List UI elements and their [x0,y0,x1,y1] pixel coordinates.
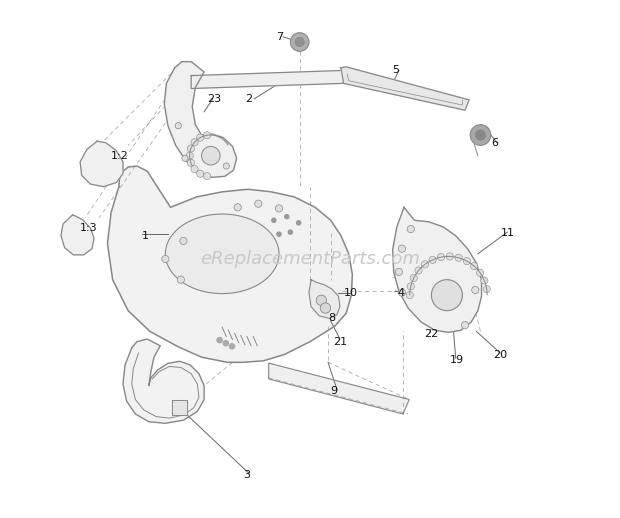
Text: eReplacementParts.com: eReplacementParts.com [200,250,420,268]
Circle shape [463,257,471,265]
Circle shape [162,255,169,263]
Circle shape [476,269,484,277]
Circle shape [407,225,414,233]
Circle shape [223,341,228,346]
Circle shape [197,170,204,177]
Circle shape [483,285,490,293]
Circle shape [255,200,262,207]
Ellipse shape [166,214,279,294]
Circle shape [470,125,491,146]
Circle shape [203,172,211,180]
Text: 9: 9 [330,386,338,396]
Circle shape [471,263,478,270]
Circle shape [177,276,185,283]
Text: 8: 8 [328,313,335,323]
Text: 20: 20 [494,350,508,359]
Circle shape [429,256,436,264]
Circle shape [437,253,445,261]
Polygon shape [164,62,237,177]
Circle shape [321,303,330,313]
Polygon shape [61,215,94,255]
Circle shape [197,134,204,141]
Circle shape [203,132,211,139]
Circle shape [285,214,289,219]
Text: 5: 5 [392,65,400,76]
Circle shape [406,292,414,299]
Circle shape [182,155,188,162]
Circle shape [398,289,405,296]
Text: 6: 6 [491,138,498,148]
Circle shape [202,147,220,165]
Circle shape [296,221,301,225]
Circle shape [446,253,453,260]
Circle shape [455,254,463,262]
Polygon shape [392,207,482,333]
Circle shape [398,245,405,252]
Text: 21: 21 [333,337,347,347]
Circle shape [290,33,309,51]
Circle shape [415,267,422,274]
Polygon shape [80,141,123,186]
Polygon shape [107,166,352,362]
Circle shape [277,232,281,236]
Circle shape [191,139,198,146]
Circle shape [191,165,198,172]
Circle shape [480,277,488,284]
Text: 23: 23 [206,94,221,104]
Circle shape [295,37,304,47]
Circle shape [186,152,193,160]
Text: 3: 3 [243,470,250,480]
Circle shape [410,275,417,282]
Circle shape [234,204,241,211]
Circle shape [275,205,283,212]
Circle shape [461,322,469,329]
Text: 1: 1 [142,231,149,241]
Text: 11: 11 [501,228,515,238]
Circle shape [175,123,182,129]
Text: 1:3: 1:3 [80,223,98,233]
Circle shape [316,295,327,306]
Circle shape [432,280,463,311]
Circle shape [187,145,195,152]
Text: 7: 7 [277,32,283,42]
Polygon shape [172,399,187,415]
Text: 19: 19 [450,355,464,365]
Polygon shape [123,339,204,423]
Circle shape [472,286,479,294]
Text: 2: 2 [246,94,252,104]
Circle shape [229,344,234,349]
Text: 22: 22 [423,329,438,339]
Circle shape [272,218,276,222]
Polygon shape [191,70,343,89]
Circle shape [395,268,402,276]
Circle shape [223,163,229,169]
Circle shape [407,283,414,290]
Polygon shape [341,67,469,110]
Polygon shape [268,363,409,414]
Text: 10: 10 [343,287,358,297]
Circle shape [187,159,195,166]
Circle shape [217,338,222,343]
Polygon shape [309,280,340,319]
Text: 1:2: 1:2 [111,151,129,161]
Circle shape [180,237,187,244]
Text: 4: 4 [398,287,405,297]
Circle shape [288,230,293,234]
Circle shape [476,130,485,140]
Circle shape [422,261,428,268]
